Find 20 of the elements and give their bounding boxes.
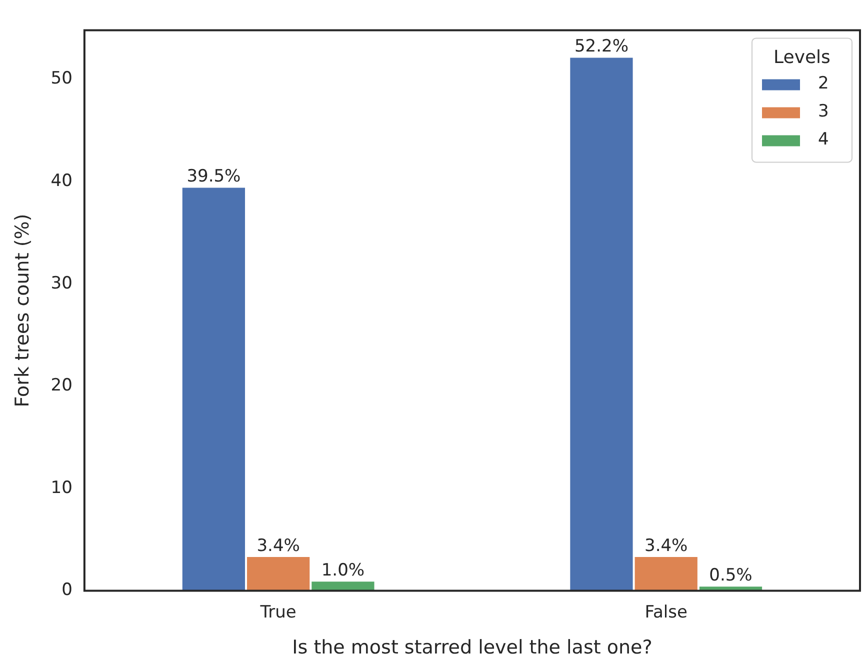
data-label: 52.2% <box>574 36 628 57</box>
data-label: 3.4% <box>644 536 688 556</box>
data-label: 3.4% <box>256 536 300 556</box>
data-label: 1.0% <box>321 560 365 580</box>
legend-title: Levels <box>774 46 830 68</box>
legend-label: 2 <box>818 74 829 94</box>
data-label: 39.5% <box>186 166 241 187</box>
y-tick-label: 10 <box>50 478 72 498</box>
data-label: 0.5% <box>709 566 752 586</box>
legend-label: 4 <box>818 130 829 150</box>
y-tick-label: 30 <box>50 273 72 294</box>
x-tick-label: True <box>259 602 296 622</box>
y-tick-label: 0 <box>62 580 72 600</box>
x-tick-label: False <box>644 602 688 622</box>
legend-label: 3 <box>818 102 829 122</box>
y-tick-label: 50 <box>50 68 72 89</box>
y-tick-label: 40 <box>50 171 72 192</box>
y-tick-label: 20 <box>50 376 72 396</box>
x-axis-title: Is the most starred level the last one? <box>292 636 652 659</box>
y-axis-title: Fork trees count (%) <box>11 214 34 408</box>
